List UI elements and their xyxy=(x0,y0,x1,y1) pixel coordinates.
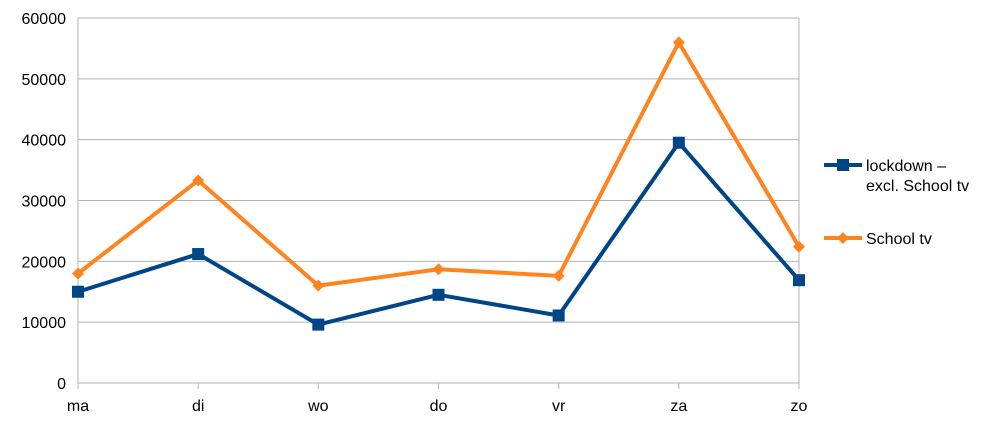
data-point xyxy=(192,248,205,261)
x-tick-label: za xyxy=(670,398,687,415)
data-point xyxy=(312,279,325,292)
data-point xyxy=(192,174,205,187)
data-point xyxy=(793,274,805,287)
x-axis-tick-labels: ma di wo do vr za zo xyxy=(67,398,808,415)
legend-label: School tv xyxy=(866,231,932,248)
legend: lockdown – excl. School tv School tv xyxy=(824,158,969,248)
data-point xyxy=(312,318,325,331)
y-tick-label: 0 xyxy=(57,376,66,393)
data-point xyxy=(432,263,445,276)
y-tick-label: 40000 xyxy=(22,133,67,150)
data-point xyxy=(72,285,84,298)
data-point xyxy=(552,309,565,322)
y-tick-label: 10000 xyxy=(22,315,67,332)
grid-lines xyxy=(78,17,799,384)
data-point xyxy=(672,36,685,49)
data-point xyxy=(72,267,84,280)
data-point xyxy=(432,288,445,301)
legend-label: excl. School tv xyxy=(866,178,969,195)
x-tick-label: di xyxy=(192,398,204,415)
legend-item-1: School tv xyxy=(824,231,932,248)
data-point xyxy=(793,240,805,253)
series-0 xyxy=(72,136,805,331)
y-tick-label: 20000 xyxy=(22,254,67,271)
x-tick-label: ma xyxy=(67,398,89,415)
legend-item-0: lockdown – excl. School tv xyxy=(824,158,969,195)
series-group xyxy=(72,36,805,331)
x-tick-label: do xyxy=(430,398,448,415)
legend-swatch-marker xyxy=(837,159,849,171)
y-tick-label: 30000 xyxy=(22,194,67,211)
y-axis-tick-labels: 0 10000 20000 30000 40000 50000 60000 xyxy=(22,11,67,393)
x-tick-label: vr xyxy=(552,398,566,415)
series-1 xyxy=(72,36,805,292)
legend-swatch-marker xyxy=(837,232,849,244)
x-tick-label: zo xyxy=(791,398,808,415)
data-point xyxy=(672,136,685,149)
x-tick-label: wo xyxy=(307,398,329,415)
data-point xyxy=(552,269,565,282)
legend-label: lockdown – xyxy=(866,158,946,175)
y-tick-label: 50000 xyxy=(22,72,67,89)
axes xyxy=(77,18,800,389)
y-tick-label: 60000 xyxy=(22,11,67,28)
